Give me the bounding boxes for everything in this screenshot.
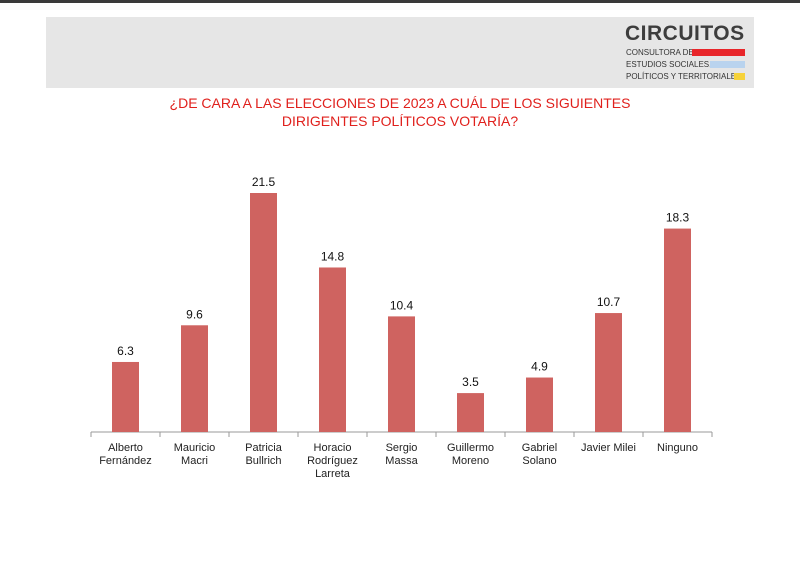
x-tick-label: Sergio Massa — [385, 442, 418, 467]
bar — [457, 393, 484, 432]
bar — [112, 361, 139, 432]
logo-title: CIRCUITOS — [625, 22, 745, 45]
bar — [250, 193, 277, 432]
chart-title-line-1: ¿DE CARA A LAS ELECCIONES DE 2023 A CUÁL… — [169, 95, 631, 111]
chart-title-line-2: DIRIGENTES POLÍTICOS VOTARÍA? — [281, 113, 519, 129]
x-tick-label: Horacio Rodríguez Larreta — [307, 442, 358, 480]
header-banner — [46, 17, 754, 88]
x-tick-label: Mauricio Macri — [173, 442, 216, 467]
x-tick-label: Ninguno — [657, 442, 698, 454]
logo-yellow-bar — [734, 73, 745, 80]
bar — [664, 228, 691, 432]
top-border — [0, 0, 800, 3]
bar-value-label: 14.8 — [321, 249, 345, 263]
bar — [595, 313, 622, 432]
x-tick-label: Alberto Fernández — [99, 442, 152, 467]
bar-value-label: 6.3 — [117, 344, 134, 358]
logo-red-bar — [692, 49, 745, 56]
bar-value-label: 18.3 — [666, 211, 690, 225]
x-tick-label: Patricia Bullrich — [245, 442, 282, 467]
logo-blue-bar — [710, 61, 745, 68]
bar-value-label: 4.9 — [531, 360, 548, 374]
circuitos-logo: CIRCUITOS CONSULTORA DE ESTUDIOS SOCIALE… — [625, 22, 750, 84]
bar-value-label: 3.5 — [462, 375, 479, 389]
bar — [181, 325, 208, 432]
logo-line-2: ESTUDIOS SOCIALES, — [626, 60, 712, 69]
logo-line-1: CONSULTORA DE — [626, 48, 694, 57]
bar — [526, 377, 553, 432]
bar-value-label: 10.4 — [390, 298, 414, 312]
bar — [388, 316, 415, 432]
x-tick-label: Guillermo Moreno — [446, 442, 495, 467]
bar-value-label: 10.7 — [597, 295, 621, 309]
bar-value-label: 9.6 — [186, 307, 203, 321]
logo-line-3: POLÍTICOS Y TERRITORIALES — [626, 72, 742, 81]
bar-value-label: 21.5 — [252, 175, 276, 189]
chart-title: ¿DE CARA A LAS ELECCIONES DE 2023 A CUÁL… — [120, 94, 680, 130]
bar — [319, 267, 346, 432]
x-tick-label: Gabriel Solano — [521, 442, 558, 467]
x-tick-label: Javier Milei — [580, 442, 636, 454]
